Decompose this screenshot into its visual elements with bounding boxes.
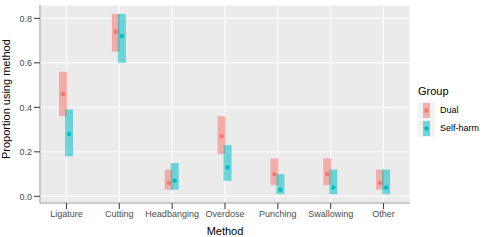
html-text:Group: Group (418, 85, 449, 97)
svg-text:Method: Method (207, 225, 244, 237)
svg-text:0.4: 0.4 (19, 103, 32, 113)
svg-text:Proportion using method: Proportion using method (8, 39, 12, 159)
svg-text:0.8: 0.8 (19, 14, 32, 24)
svg-text:Ligature: Ligature (50, 209, 83, 219)
svg-text:Punching: Punching (259, 209, 297, 219)
svg-text:Other: Other (372, 209, 395, 219)
html-text:Dual: Dual (440, 105, 459, 115)
svg-text:Headbanging: Headbanging (145, 209, 199, 219)
svg-text:Overdose: Overdose (205, 209, 244, 219)
svg-text:Swallowing: Swallowing (308, 209, 353, 219)
svg-text:0.2: 0.2 (19, 147, 32, 157)
svg-text:0.6: 0.6 (19, 58, 32, 68)
svg-text:Cutting: Cutting (105, 209, 134, 219)
svg-text:0.0: 0.0 (19, 192, 32, 202)
html-text:Self-harm: Self-harm (440, 123, 479, 133)
